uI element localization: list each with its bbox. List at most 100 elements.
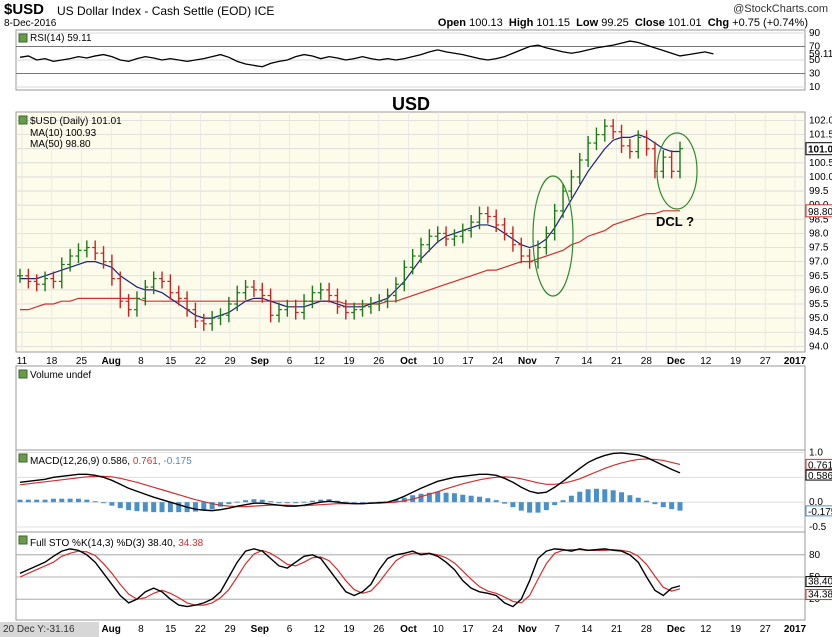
- macd-hist-bar: [518, 502, 524, 511]
- ma50-tag: [805, 204, 832, 218]
- x-axis-label: 19: [730, 356, 742, 367]
- macd-hist-bar: [142, 502, 148, 512]
- x-axis-label: 24: [492, 356, 504, 367]
- rsi-tick-label: 70: [809, 42, 821, 53]
- macd-hist-bar: [251, 499, 257, 503]
- x-axis-label: 26: [373, 356, 385, 367]
- bottom-x-axis-label: 10: [433, 624, 445, 635]
- bottom-x-axis-label: 19: [343, 624, 355, 635]
- price-tick-label: 96.5: [809, 271, 829, 282]
- macd-title-hist: -0.175: [163, 456, 192, 467]
- rsi-tick-label: 30: [809, 69, 821, 80]
- macd-hist-bar: [343, 501, 349, 503]
- macd-hist-bar: [585, 489, 591, 503]
- bottom-x-axis-label: Sep: [251, 624, 269, 635]
- x-axis-label: 6: [287, 356, 293, 367]
- bottom-x-axis-label: 6: [287, 624, 293, 635]
- macd-right-tag: [805, 505, 832, 517]
- price-tick-label: 95.0: [809, 313, 829, 324]
- macd-hist-bar: [560, 500, 566, 503]
- macd-hist-bar: [25, 499, 31, 503]
- macd-tick-label: 0.0: [809, 497, 823, 508]
- macd-hist-bar: [602, 489, 608, 503]
- macd-hist-bar: [226, 502, 232, 505]
- ma50-legend: MA(50) 98.80: [30, 139, 91, 150]
- bottom-x-axis-label: 27: [760, 624, 772, 635]
- macd-right-tag: [805, 458, 832, 470]
- panel-settings-icon: [18, 115, 28, 125]
- rsi-tick-label: 90: [809, 28, 821, 39]
- macd-hist-bar: [527, 502, 533, 513]
- panel-settings-icon: [18, 535, 28, 545]
- bottom-x-axis-label: 14: [581, 624, 593, 635]
- price-last-tag-label: 101.0: [808, 145, 832, 156]
- macd-title-macd: MACD(12,26,9) 0.586,: [30, 456, 133, 467]
- macd-hist-bar: [151, 502, 157, 513]
- ma10-legend: MA(10) 100.93: [30, 128, 97, 139]
- bottom-x-axis-label: 24: [492, 624, 504, 635]
- x-axis-label: 15: [165, 356, 177, 367]
- bottom-x-axis-label: 12: [700, 624, 712, 635]
- macd-hist-bar: [176, 502, 182, 513]
- macd-hist-bar: [552, 502, 558, 506]
- volume-title: Volume undef: [30, 370, 91, 381]
- macd-hist-bar: [284, 502, 290, 504]
- sto-title-k: Full STO %K(14,3) %D(3) 38.40,: [30, 538, 178, 549]
- macd-hist-bar: [535, 502, 541, 513]
- macd-hist-bar: [502, 502, 508, 504]
- macd-hist-bar: [126, 502, 132, 511]
- macd-hist-bar: [84, 499, 90, 503]
- macd-hist-bar: [351, 502, 357, 504]
- macd-hist-bar: [293, 502, 299, 504]
- sto-k-line: [19, 548, 681, 608]
- bottom-x-axis-label: Nov: [518, 624, 537, 635]
- macd-hist-bar: [627, 495, 633, 503]
- macd-hist-bar: [101, 502, 107, 504]
- bottom-x-axis-label: 12: [314, 624, 326, 635]
- footer-readout: 20 Dec Y:-31.16: [0, 622, 99, 637]
- x-axis-label: 25: [76, 356, 88, 367]
- macd-hist-bar: [259, 499, 265, 503]
- sto-title-d: 34.38: [178, 538, 203, 549]
- bottom-x-axis-label: 19: [730, 624, 742, 635]
- macd-hist-bar: [67, 498, 73, 503]
- price-tick-label: 102.0: [809, 115, 832, 126]
- brand-logo: @StockCharts.com: [733, 3, 828, 15]
- dcl-annotation: DCL ?: [656, 214, 694, 229]
- macd-tick-label: 1.0: [809, 447, 823, 458]
- macd-hist-bar: [75, 498, 81, 503]
- macd-hist-bar: [159, 502, 165, 513]
- macd-hist-bar: [42, 499, 48, 503]
- x-axis-label: 7: [554, 356, 560, 367]
- chart-date: 8-Dec-2016: [4, 18, 57, 29]
- sto-d-line: [19, 549, 681, 606]
- price-tick-label: 96.0: [809, 285, 829, 296]
- macd-hist-bar: [301, 501, 307, 503]
- macd-hist-bar: [476, 496, 482, 503]
- price-tick-label: 97.0: [809, 257, 829, 268]
- panel-settings-icon: [18, 453, 28, 463]
- price-tick-label: 98.5: [809, 214, 829, 225]
- rsi-tick-label: 10: [809, 82, 821, 93]
- rsi-tick-label: 59.11: [809, 49, 832, 60]
- macd-title-signal: 0.761,: [133, 456, 164, 467]
- sto-d-tag: [805, 589, 832, 601]
- ma50-tag-label: 98.80: [808, 207, 832, 218]
- bottom-x-axis-label: 7: [554, 624, 560, 635]
- x-axis-label: 21: [611, 356, 623, 367]
- macd-hist-bar: [218, 502, 224, 507]
- macd-hist-bar: [493, 500, 499, 503]
- macd-hist-bar: [92, 501, 98, 503]
- volume-panel: [15, 365, 806, 451]
- sto-d-tag-label: 34.38: [808, 590, 832, 601]
- chart-header: $USD US Dollar Index - Cash Settle (EOD)…: [0, 0, 832, 30]
- x-axis-label: Nov: [518, 356, 537, 367]
- price-tick-label: 94.0: [809, 341, 829, 352]
- x-axis-label: Sep: [251, 356, 269, 367]
- macd-right-tag: [805, 469, 832, 481]
- sto-k-tag: [805, 576, 832, 588]
- x-axis-label: 14: [581, 356, 593, 367]
- macd-hist-bar: [167, 502, 173, 513]
- price-tick-label: 100.0: [809, 172, 832, 183]
- price-tick-label: 101.5: [809, 130, 832, 141]
